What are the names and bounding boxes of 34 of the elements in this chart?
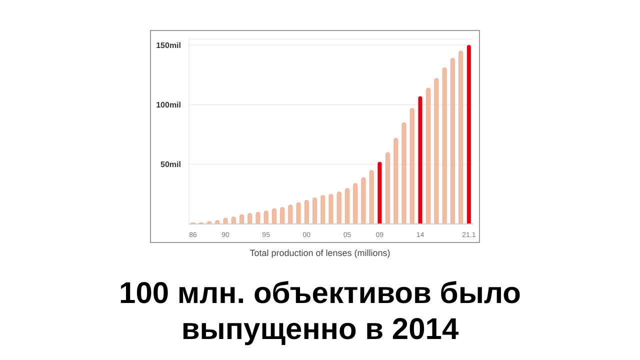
bar [328,194,334,224]
bar [458,50,463,224]
bar [264,210,268,224]
bar [394,138,398,224]
text: 100 млн. объективов было выпущенно в 2014 [118,276,522,348]
bar [296,202,301,224]
y-tick-label: 150mil [156,40,181,50]
bar [353,183,358,224]
bar [466,44,471,224]
bar [320,195,326,224]
x-axis-title: Total production of lenses (millions) [248,248,392,258]
bar [272,208,276,224]
bar [434,78,439,224]
bar [312,198,317,224]
bar [345,188,350,224]
bar [402,122,406,224]
bar [410,108,414,224]
bar [378,162,382,224]
bar [426,88,431,224]
bar [442,67,447,224]
bar [386,152,390,224]
bar [280,207,284,224]
bar [418,96,422,224]
bar [450,58,455,224]
bar [361,177,366,224]
bar [369,170,374,224]
bar [336,192,342,224]
y-tick-label: 50mil [160,160,181,170]
bar [304,200,309,224]
y-tick-label: 100mil [156,100,181,110]
bar [240,214,244,224]
bar [288,204,293,224]
bar [248,213,252,224]
bar [256,212,260,224]
